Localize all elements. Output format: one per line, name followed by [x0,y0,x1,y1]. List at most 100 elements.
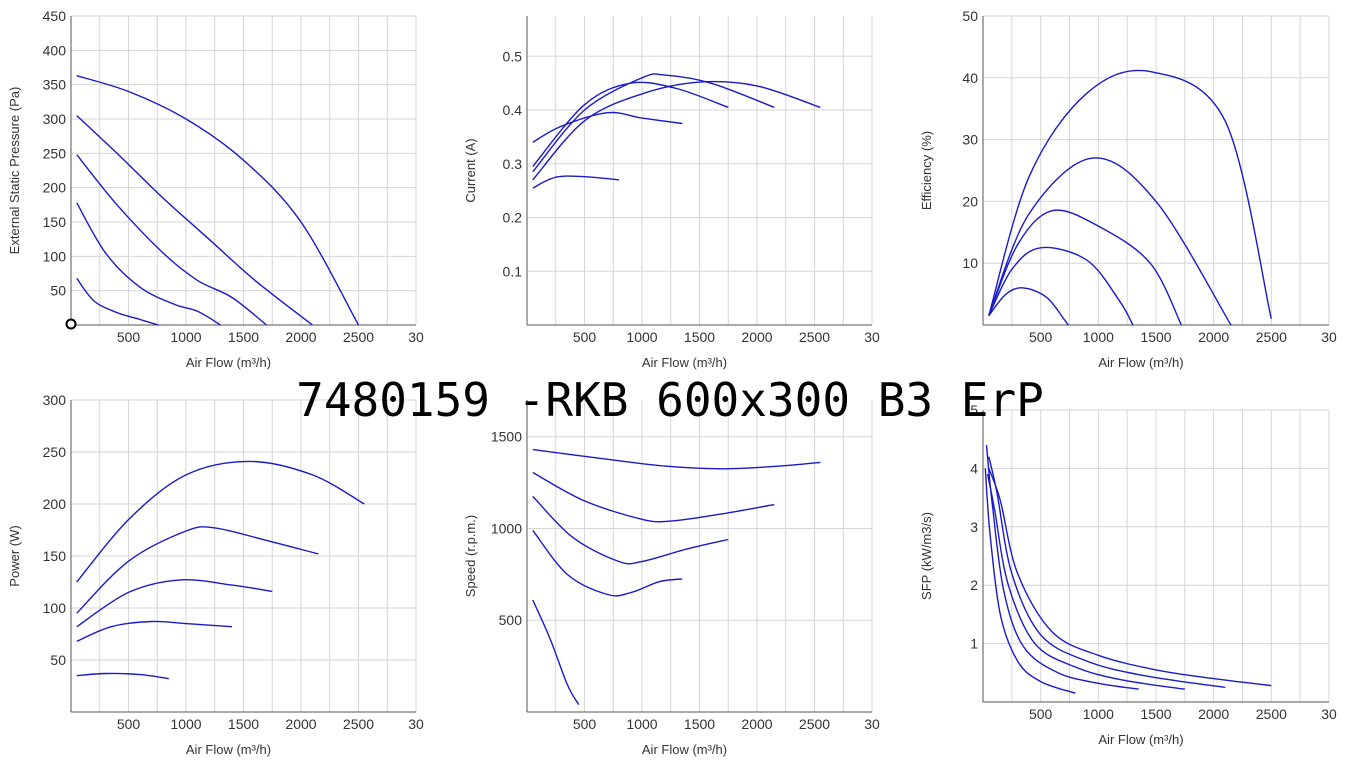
power-y-tick-label: 50 [50,652,66,668]
power-x-tick-label: 2000 [285,716,316,732]
sfp-curve-1 [988,468,1272,687]
speed-x-tick-label: 500 [573,716,597,732]
current-curve-4 [532,111,683,143]
pressure-curve-5 [76,277,159,326]
pressure-x-tick-label: 500 [117,329,141,345]
efficiency-x-tick-label: 500 [1029,329,1053,345]
sfp-x-tick-label: 1000 [1083,706,1114,722]
sfp-curve-2 [988,456,1226,689]
current-x-tick-label: 1500 [684,329,715,345]
sfp-y-axis-label: SFP (kW/m3/s) [919,512,934,600]
pressure-y-tick-label: 200 [43,180,67,196]
sfp-x-tick-label: 500 [1029,706,1053,722]
pressure-y-axis-label: External Static Pressure (Pa) [7,87,22,255]
sfp-y-tick-label: 4 [970,460,978,476]
efficiency-y-tick-label: 20 [962,193,978,209]
speed-x-tick-label: 1000 [626,716,657,732]
sfp-y-tick-label: 1 [970,636,978,652]
sfp-x-tick-label: 2500 [1256,706,1287,722]
efficiency-y-axis-label: Efficiency (%) [919,131,934,210]
sfp-x-tick-label: 1500 [1140,706,1171,722]
sfp-curve-5 [984,468,1076,694]
speed-y-axis-label: Speed (r.p.m.) [463,515,478,597]
sfp-y-tick-label: 2 [970,577,978,593]
pressure-y-tick-label: 50 [50,283,66,299]
sfp-y-tick-label: 3 [970,519,978,535]
pressure-curve-1 [76,75,360,326]
efficiency-y-tick-label: 40 [962,70,978,86]
current-y-tick-label: 0.2 [503,210,523,226]
power-x-axis-label: Air Flow (m³/h) [186,742,271,757]
power-x-tick-label: 30 [408,716,424,732]
efficiency-curve-5 [988,287,1069,326]
speed-y-tick-label: 1500 [491,429,522,445]
pressure-y-tick-label: 400 [43,42,67,58]
pressure-x-axis-label: Air Flow (m³/h) [186,355,271,370]
efficiency-x-tick-label: 30 [1321,329,1337,345]
pressure-y-tick-label: 150 [43,214,67,230]
power-chart: 500 1000 1500 2000 2500 30 50 100 150 200 250 300 Ai… [7,392,424,757]
pressure-operating-point-marker[interactable] [65,318,77,330]
current-y-tick-label: 0.5 [503,48,523,64]
efficiency-curve-4 [988,246,1134,326]
sfp-x-tick-label: 30 [1321,706,1337,722]
pressure-x-tick-label: 2500 [343,329,374,345]
speed-curve-3 [532,495,729,565]
efficiency-x-tick-label: 2000 [1198,329,1229,345]
current-x-tick-label: 2500 [799,329,830,345]
power-x-tick-label: 2500 [343,716,374,732]
sfp-curve-4 [985,444,1139,690]
pressure-y-tick-label: 250 [43,145,67,161]
efficiency-x-axis-label: Air Flow (m³/h) [1098,355,1183,370]
current-chart: 500 1000 1500 2000 2500 30 0.1 0.2 0.3 0.4 0.5 Air … [463,16,880,370]
current-x-axis-label: Air Flow (m³/h) [642,355,727,370]
pressure-x-tick-label: 30 [408,329,424,345]
speed-x-tick-label: 2000 [741,716,772,732]
efficiency-chart: 500 1000 1500 2000 2500 30 10 20 30 40 50 Air Flow … [919,8,1337,370]
power-curve-1 [76,460,365,583]
pressure-x-tick-label: 2000 [285,329,316,345]
current-y-tick-label: 0.1 [503,263,523,279]
speed-curve-1 [532,448,821,470]
charts-container: 500 1000 1500 2000 2500 305010015020025030035… [7,8,1337,757]
power-x-tick-label: 500 [117,716,141,732]
pressure-y-tick-label: 300 [43,111,67,127]
pressure-y-tick-label: 450 [43,8,67,24]
current-curve-3 [532,81,729,167]
speed-curve-2 [532,471,775,523]
pressure-chart: 500 1000 1500 2000 2500 30 50 100 150 200 250 300 35… [7,8,424,370]
efficiency-curve-1 [988,69,1272,319]
current-curve-5 [532,175,620,189]
power-x-tick-label: 1500 [228,716,259,732]
power-y-tick-label: 250 [43,444,67,460]
current-y-tick-label: 0.3 [503,156,523,172]
sfp-x-axis-label: Air Flow (m³/h) [1098,732,1183,747]
efficiency-x-tick-label: 1500 [1140,329,1171,345]
sfp-curve-3 [986,474,1185,690]
power-curve-5 [76,672,169,680]
speed-y-tick-label: 500 [499,612,523,628]
sfp-x-tick-label: 2000 [1198,706,1229,722]
speed-x-axis-label: Air Flow (m³/h) [642,742,727,757]
speed-curve-5 [532,599,580,706]
speed-chart: 500 1000 1500 2000 2500 30 500 1000 1500 Air Flow… [463,400,880,757]
efficiency-curve-3 [988,209,1183,326]
power-y-tick-label: 200 [43,496,67,512]
speed-x-tick-label: 1500 [684,716,715,732]
current-x-tick-label: 1000 [626,329,657,345]
efficiency-x-tick-label: 1000 [1083,329,1114,345]
pressure-x-tick-label: 1000 [170,329,201,345]
efficiency-y-tick-label: 50 [962,8,978,24]
current-y-axis-label: Current (A) [463,138,478,202]
pressure-y-tick-label: 350 [43,77,67,93]
power-curve-3 [76,579,273,628]
power-y-axis-label: Power (W) [7,525,22,586]
efficiency-x-tick-label: 2500 [1256,329,1287,345]
current-y-tick-label: 0.4 [503,102,523,118]
power-curve-2 [76,526,319,614]
speed-y-tick-label: 1000 [491,520,522,536]
current-x-tick-label: 500 [573,329,597,345]
speed-x-tick-label: 30 [864,716,880,732]
efficiency-y-tick-label: 30 [962,132,978,148]
